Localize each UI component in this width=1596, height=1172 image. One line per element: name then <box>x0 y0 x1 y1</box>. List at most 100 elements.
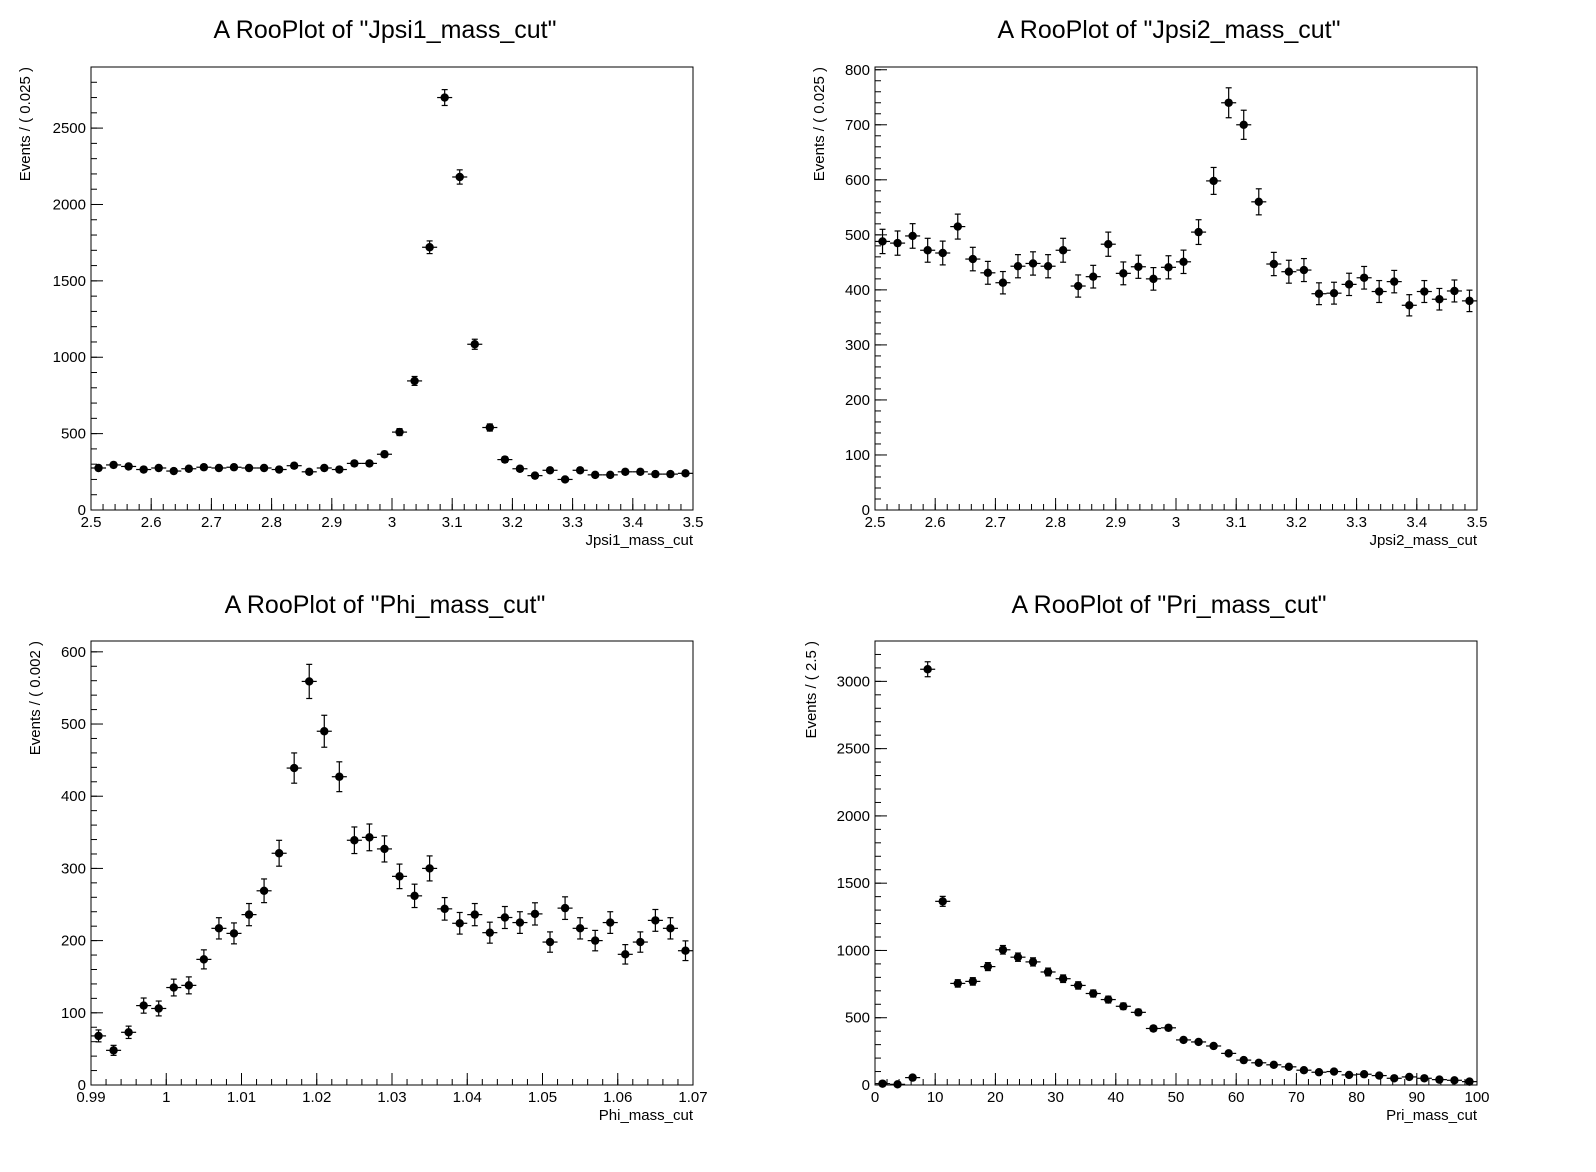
data-point <box>106 1044 122 1056</box>
marker <box>320 463 329 473</box>
marker <box>1089 272 1098 281</box>
y-tick-label: 0 <box>78 502 86 519</box>
marker <box>244 910 254 919</box>
data-point <box>1251 188 1267 216</box>
data-point <box>1251 1058 1267 1068</box>
marker <box>139 465 148 474</box>
data-point <box>1296 1066 1312 1075</box>
data-point <box>935 240 951 266</box>
data-point <box>331 761 347 793</box>
data-point <box>196 949 212 970</box>
y-tick-label: 0 <box>862 1077 870 1094</box>
y-tick-label: 800 <box>845 62 870 79</box>
marker <box>1028 957 1038 967</box>
marker <box>681 946 690 955</box>
data-point <box>1311 1068 1327 1077</box>
data-point <box>1055 237 1071 263</box>
data-point <box>965 977 981 986</box>
data-point <box>1085 989 1101 998</box>
data-point <box>920 237 936 263</box>
x-axis-label: Jpsi1_mass_cut <box>585 532 693 549</box>
data-point <box>1461 289 1477 313</box>
marker <box>395 427 404 437</box>
data-point <box>196 463 212 472</box>
x-tick-label: 1.01 <box>227 1089 256 1106</box>
marker <box>1028 259 1038 268</box>
x-tick-label: 40 <box>1107 1089 1124 1106</box>
marker <box>380 844 389 854</box>
marker <box>923 246 932 255</box>
marker <box>1179 1035 1188 1045</box>
marker <box>500 455 510 464</box>
marker <box>184 464 194 473</box>
marker <box>968 254 978 264</box>
marker <box>470 340 479 349</box>
marker <box>1134 1008 1143 1017</box>
marker <box>410 376 419 386</box>
data-point <box>1085 264 1101 289</box>
marker <box>938 248 947 258</box>
marker <box>470 910 479 919</box>
data-point <box>151 463 167 473</box>
marker <box>154 1004 163 1013</box>
marker <box>968 977 978 986</box>
marker <box>1013 952 1023 962</box>
marker <box>229 929 239 938</box>
data-point <box>512 911 528 934</box>
marker <box>1058 974 1068 983</box>
marker <box>893 238 902 248</box>
x-axis-label: Phi_mass_cut <box>599 1107 694 1124</box>
marker <box>893 1080 902 1089</box>
data-point <box>1221 1049 1237 1058</box>
x-tick-label: 3.5 <box>1467 514 1488 531</box>
marker <box>1104 240 1113 249</box>
marker <box>1254 1058 1263 1068</box>
y-axis-label: Events / ( 0.025 ) <box>17 67 34 181</box>
marker <box>636 467 645 477</box>
data-point <box>1055 974 1071 984</box>
x-axis-label: Pri_mass_cut <box>1386 1107 1478 1124</box>
marker <box>1089 989 1098 998</box>
marker <box>485 423 495 432</box>
x-tick-label: 90 <box>1408 1089 1425 1106</box>
y-tick-label: 1000 <box>53 349 86 366</box>
data-point <box>617 944 633 965</box>
data-point <box>1206 166 1222 195</box>
marker <box>199 463 209 472</box>
marker <box>1179 257 1188 267</box>
data-point <box>482 423 498 432</box>
rooplot-panel-2: A RooPlot of "Jpsi2_mass_cut" 2.5 2.6 2.7 2.… <box>811 16 1487 549</box>
data-point <box>572 917 588 940</box>
data-point <box>1356 1070 1372 1079</box>
data-point <box>346 826 362 855</box>
marker <box>1058 246 1068 255</box>
y-tick-label: 200 <box>845 392 870 409</box>
data-point <box>527 471 543 480</box>
data-point <box>1416 1074 1432 1083</box>
x-tick-label: 2.7 <box>985 514 1006 531</box>
y-tick-label: 1500 <box>837 875 870 892</box>
data-point <box>1160 1023 1176 1033</box>
data-point <box>392 863 408 890</box>
x-tick-label: 3 <box>1172 514 1180 531</box>
marker <box>395 872 404 881</box>
x-tick-label: 2.5 <box>865 514 886 531</box>
data-point <box>920 661 936 678</box>
marker <box>953 222 962 231</box>
data-point <box>136 997 152 1014</box>
marker <box>259 886 269 895</box>
data-point <box>542 931 558 953</box>
data-point <box>376 450 392 459</box>
marker <box>1073 981 1083 990</box>
marker <box>1465 296 1474 306</box>
data-point <box>950 979 966 988</box>
data-point <box>1281 1062 1297 1072</box>
data-point <box>1100 995 1116 1004</box>
x-tick-label: 2.6 <box>925 514 946 531</box>
data-point <box>1326 1067 1342 1076</box>
x-tick-label: 30 <box>1047 1089 1064 1106</box>
data-point <box>1341 1070 1357 1080</box>
marker <box>1119 1002 1128 1011</box>
data-point <box>1401 1072 1417 1082</box>
x-tick-label: 100 <box>1464 1089 1489 1106</box>
